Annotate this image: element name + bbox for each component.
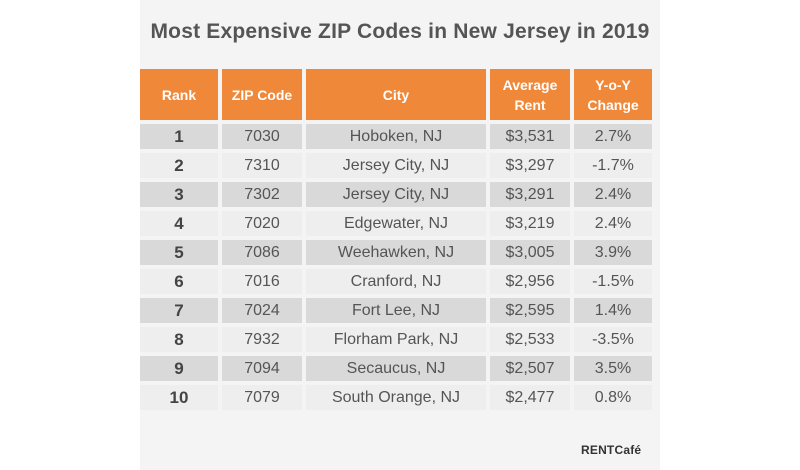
yoy-cell: 1.4% — [574, 298, 652, 323]
city-cell: Florham Park, NJ — [306, 327, 486, 352]
city-cell: Fort Lee, NJ — [306, 298, 486, 323]
yoy-cell: 3.5% — [574, 356, 652, 381]
table-row: 8 7932 Florham Park, NJ $2,533 -3.5% — [140, 327, 652, 352]
rank-cell: 2 — [140, 153, 218, 178]
zip-cell: 7932 — [222, 327, 302, 352]
zip-cell: 7016 — [222, 269, 302, 294]
rank-cell: 9 — [140, 356, 218, 381]
rent-cell: $3,291 — [490, 182, 570, 207]
header-rent-line2: Rent — [514, 96, 546, 113]
table-row: 1 7030 Hoboken, NJ $3,531 2.7% — [140, 124, 652, 149]
rent-cell: $3,531 — [490, 124, 570, 149]
table-row: 7 7024 Fort Lee, NJ $2,595 1.4% — [140, 298, 652, 323]
yoy-cell: 0.8% — [574, 385, 652, 410]
rank-cell: 6 — [140, 269, 218, 294]
yoy-cell: -3.5% — [574, 327, 652, 352]
header-rent-line1: Average — [502, 76, 558, 93]
rentcafe-logo: RENTCafé — [581, 443, 642, 457]
rank-cell: 5 — [140, 240, 218, 265]
zip-cell: 7020 — [222, 211, 302, 236]
header-yoy-line1: Y-o-Y — [595, 76, 631, 93]
city-cell: South Orange, NJ — [306, 385, 486, 410]
rent-cell: $3,297 — [490, 153, 570, 178]
rent-cell: $2,595 — [490, 298, 570, 323]
table-row: 2 7310 Jersey City, NJ $3,297 -1.7% — [140, 153, 652, 178]
table-row: 10 7079 South Orange, NJ $2,477 0.8% — [140, 385, 652, 410]
rent-table: Rank ZIP Code City Average Rent Y-o-Y Chan… — [136, 65, 656, 414]
rent-cell: $2,507 — [490, 356, 570, 381]
yoy-cell: 3.9% — [574, 240, 652, 265]
header-yoy-line2: Change — [587, 96, 639, 113]
table-row: 9 7094 Secaucus, NJ $2,507 3.5% — [140, 356, 652, 381]
zip-cell: 7030 — [222, 124, 302, 149]
rank-cell: 4 — [140, 211, 218, 236]
header-row: Rank ZIP Code City Average Rent Y-o-Y Chan… — [140, 69, 652, 120]
rank-cell: 10 — [140, 385, 218, 410]
city-cell: Cranford, NJ — [306, 269, 486, 294]
zip-cell: 7024 — [222, 298, 302, 323]
zip-cell: 7302 — [222, 182, 302, 207]
rent-cell: $3,005 — [490, 240, 570, 265]
header-yoy-change: Y-o-Y Change — [574, 69, 652, 120]
city-cell: Weehawken, NJ — [306, 240, 486, 265]
rank-cell: 7 — [140, 298, 218, 323]
yoy-cell: -1.7% — [574, 153, 652, 178]
city-cell: Jersey City, NJ — [306, 153, 486, 178]
yoy-cell: 2.7% — [574, 124, 652, 149]
rank-cell: 1 — [140, 124, 218, 149]
rent-cell: $2,956 — [490, 269, 570, 294]
city-cell: Hoboken, NJ — [306, 124, 486, 149]
city-cell: Jersey City, NJ — [306, 182, 486, 207]
table-row: 5 7086 Weehawken, NJ $3,005 3.9% — [140, 240, 652, 265]
rent-cell: $3,219 — [490, 211, 570, 236]
zip-cell: 7079 — [222, 385, 302, 410]
rank-cell: 3 — [140, 182, 218, 207]
zip-cell: 7310 — [222, 153, 302, 178]
yoy-cell: 2.4% — [574, 182, 652, 207]
table-row: 3 7302 Jersey City, NJ $3,291 2.4% — [140, 182, 652, 207]
city-cell: Secaucus, NJ — [306, 356, 486, 381]
city-cell: Edgewater, NJ — [306, 211, 486, 236]
header-zip: ZIP Code — [222, 69, 302, 120]
zip-cell: 7086 — [222, 240, 302, 265]
header-average-rent: Average Rent — [490, 69, 570, 120]
table-title: Most Expensive ZIP Codes in New Jersey i… — [150, 20, 650, 43]
table-row: 6 7016 Cranford, NJ $2,956 -1.5% — [140, 269, 652, 294]
table-row: 4 7020 Edgewater, NJ $3,219 2.4% — [140, 211, 652, 236]
rent-cell: $2,477 — [490, 385, 570, 410]
zip-cell: 7094 — [222, 356, 302, 381]
header-city: City — [306, 69, 486, 120]
yoy-cell: -1.5% — [574, 269, 652, 294]
header-rank: Rank — [140, 69, 218, 120]
yoy-cell: 2.4% — [574, 211, 652, 236]
rank-cell: 8 — [140, 327, 218, 352]
rent-cell: $2,533 — [490, 327, 570, 352]
